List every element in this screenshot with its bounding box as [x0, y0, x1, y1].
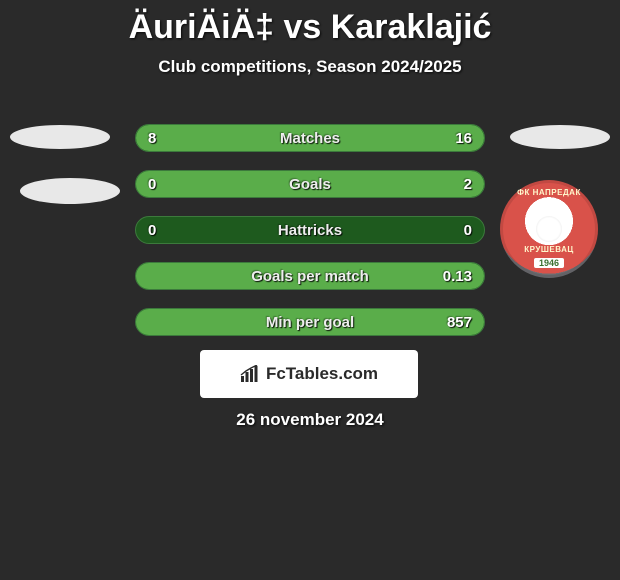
fctables-brand-box: FcTables.com	[200, 350, 418, 398]
player-left-avatar-1	[10, 125, 110, 149]
soccer-ball-icon	[536, 216, 562, 242]
footer-date: 26 november 2024	[0, 410, 620, 430]
crest-text-bottom: КРУШЕВАЦ	[500, 245, 598, 254]
crest-year: 1946	[534, 258, 564, 268]
player-right-avatar	[510, 125, 610, 149]
bar-label: Goals	[136, 176, 484, 193]
bar-label: Min per goal	[136, 314, 484, 331]
stat-bar: 857Min per goal	[135, 308, 485, 336]
stat-bar: 816Matches	[135, 124, 485, 152]
stat-bar: 0.13Goals per match	[135, 262, 485, 290]
fctables-brand-text: FcTables.com	[266, 364, 378, 384]
stat-bar: 02Goals	[135, 170, 485, 198]
page-subtitle: Club competitions, Season 2024/2025	[0, 57, 620, 77]
bar-label: Hattricks	[136, 222, 484, 239]
club-crest: ФК НАПРЕДАК КРУШЕВАЦ 1946	[500, 180, 598, 278]
crest-text-top: ФК НАПРЕДАК	[500, 188, 598, 197]
player-left-avatar-2	[20, 178, 120, 204]
bar-label: Matches	[136, 130, 484, 147]
bar-chart-icon	[240, 365, 260, 383]
stat-bar: 00Hattricks	[135, 216, 485, 244]
page-title: ÄuriÄiÄ‡ vs Karaklajić	[0, 0, 620, 47]
stat-bars: 816Matches 02Goals 00Hattricks 0.13Goals pe…	[135, 124, 485, 354]
bar-label: Goals per match	[136, 268, 484, 285]
